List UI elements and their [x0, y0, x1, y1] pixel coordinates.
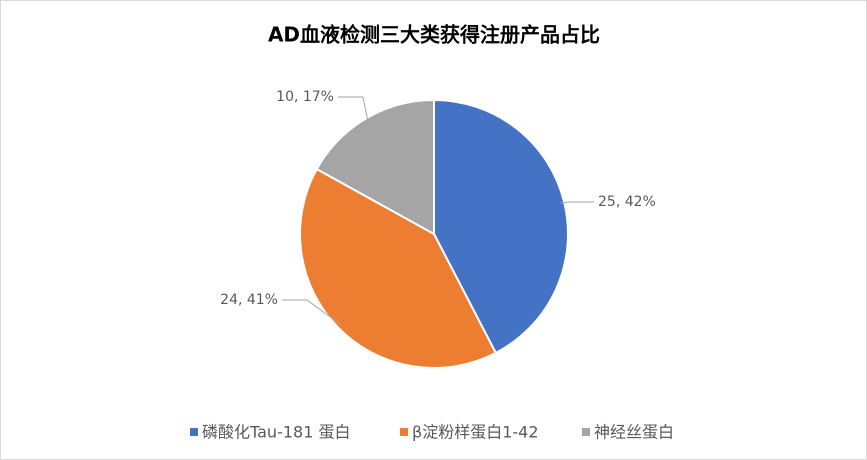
legend-swatch — [190, 428, 198, 436]
pie-slice — [315, 98, 435, 236]
leader-line — [338, 96, 369, 123]
data-label: 10, 17% — [276, 89, 334, 105]
legend-label: 神经丝蛋白 — [594, 423, 674, 442]
legend-swatch — [400, 428, 408, 436]
leader-line — [282, 299, 342, 326]
data-label: 24, 41% — [220, 292, 278, 308]
legend-label: 磷酸化Tau-181 蛋白 — [202, 423, 350, 442]
leader-line — [560, 201, 594, 204]
legend-label: β淀粉样蛋白1-42 — [412, 423, 539, 442]
chart-title: AD血液检测三大类获得注册产品占比 — [268, 23, 600, 47]
pie-slice — [299, 167, 498, 369]
data-label: 25, 42% — [598, 194, 656, 210]
legend-swatch — [582, 428, 590, 436]
